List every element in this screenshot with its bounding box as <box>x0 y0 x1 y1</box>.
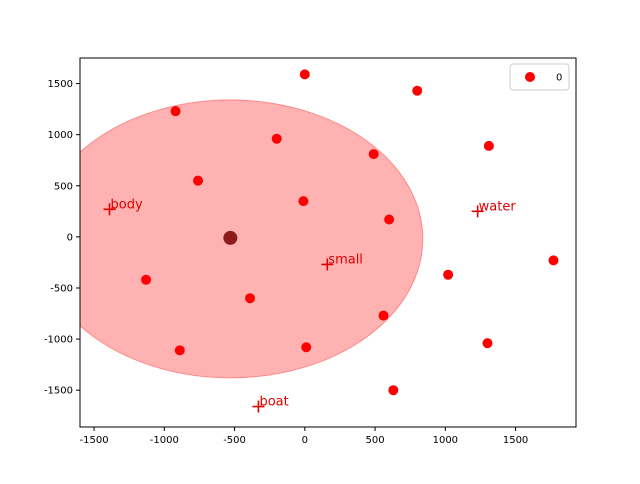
legend: 0 <box>509 63 570 91</box>
y-tick-label: 0 <box>67 232 73 243</box>
x-tick-label: 0 <box>302 435 308 446</box>
centroid-point <box>223 230 238 245</box>
y-tick-label: -1500 <box>44 386 73 397</box>
x-tick-label: -1500 <box>80 435 109 446</box>
data-point <box>443 269 454 280</box>
x-tick-label: -500 <box>223 435 246 446</box>
data-point <box>384 214 395 225</box>
y-tick-label: -1000 <box>44 335 73 346</box>
plot-frame <box>79 57 577 428</box>
data-point <box>482 338 493 349</box>
y-tick-label: 1500 <box>48 79 73 90</box>
data-point <box>483 140 494 151</box>
legend-marker <box>525 72 535 82</box>
word-label: body <box>111 197 143 212</box>
plot-background <box>80 58 576 427</box>
data-point <box>299 69 310 80</box>
y-tick-label: -500 <box>50 283 73 294</box>
legend-box <box>509 63 570 91</box>
data-point <box>412 85 423 96</box>
data-point <box>388 385 399 396</box>
data-point <box>378 310 389 321</box>
data-point <box>271 133 282 144</box>
data-point <box>301 342 312 353</box>
x-tick-label: 1000 <box>433 435 458 446</box>
y-tick-label: 1000 <box>48 130 73 141</box>
word-label: water <box>479 199 517 214</box>
x-tick-label: 1500 <box>503 435 528 446</box>
y-tick-label: 500 <box>54 181 73 192</box>
data-point <box>141 274 152 285</box>
legend-label: 0 <box>556 73 562 84</box>
data-point <box>298 196 309 207</box>
data-point <box>548 255 559 266</box>
data-point <box>193 175 204 186</box>
data-point <box>170 106 181 117</box>
cluster-ellipse <box>80 99 424 379</box>
x-tick-label: -1000 <box>150 435 179 446</box>
data-point <box>245 293 256 304</box>
data-point <box>368 149 379 160</box>
data-point <box>174 345 185 356</box>
word-label: boat <box>259 395 288 410</box>
x-tick-label: 500 <box>366 435 385 446</box>
word-label: small <box>328 252 363 267</box>
